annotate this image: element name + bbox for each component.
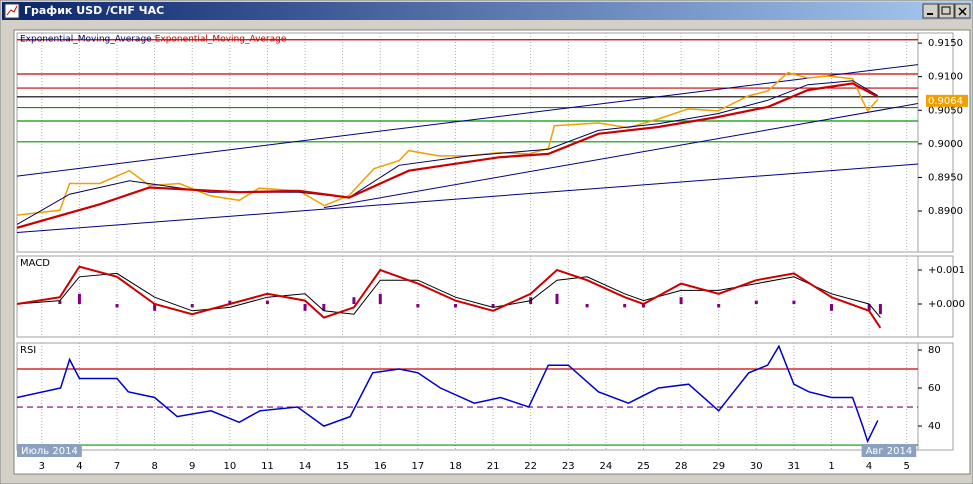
- y-tick-label: 0.9050: [928, 105, 963, 116]
- x-tick-label: 3: [39, 461, 45, 472]
- histogram-bar: [830, 303, 834, 311]
- x-tick-label: 1: [828, 461, 834, 472]
- y-tick-label: 0.9100: [928, 72, 963, 83]
- histogram-bar: [585, 303, 589, 308]
- maximize-glyph: [941, 6, 951, 15]
- minimize-button[interactable]: [922, 3, 939, 19]
- panel-title: RSI: [20, 345, 36, 356]
- y-tick-label: 0.8950: [928, 172, 963, 183]
- period-tag: [861, 444, 917, 457]
- x-tick-label: 28: [675, 461, 688, 472]
- last-price-label: 0.9064: [928, 96, 963, 107]
- legend-entry: Exponential_Moving_Average: [20, 35, 152, 45]
- panel-title: MACD: [20, 258, 50, 269]
- plot: [17, 343, 918, 450]
- x-tick-label: 25: [637, 461, 650, 472]
- window-buttons: [922, 3, 971, 19]
- histogram-bar: [453, 303, 457, 308]
- y-tick-label: 0.8900: [928, 206, 963, 217]
- last-price-tag: [926, 94, 968, 107]
- histogram-bar: [792, 300, 796, 304]
- x-tick-label: 8: [151, 461, 157, 472]
- x-tick-label: 17: [411, 461, 424, 472]
- x-tick-label: 4: [76, 461, 82, 472]
- maximize-button[interactable]: [938, 3, 955, 19]
- histogram-bar: [491, 303, 495, 308]
- x-tick-label: 24: [600, 461, 613, 472]
- histogram-bar: [878, 303, 882, 315]
- close-glyph: [958, 7, 967, 16]
- x-tick-label: 9: [189, 461, 195, 472]
- histogram-bar: [77, 293, 81, 304]
- histogram-bar: [378, 293, 382, 304]
- x-tick-label: 11: [261, 461, 274, 472]
- y-tick-label: 0.9000: [928, 139, 963, 150]
- trend-line: [323, 103, 918, 209]
- period-label: Авг 2014: [866, 446, 913, 457]
- histogram-bar: [555, 293, 559, 304]
- x-tick-label: 23: [562, 461, 575, 472]
- trend-line: [17, 163, 918, 234]
- series-line: [17, 344, 879, 444]
- x-tick-label: 18: [449, 461, 462, 472]
- y-tick-label: +0.000: [928, 299, 965, 310]
- plot: [17, 256, 908, 337]
- x-tick-label: 4: [866, 461, 872, 472]
- series-line: [17, 80, 879, 225]
- x-tick-label: 5: [904, 461, 910, 472]
- y-tick-label: 0.9150: [928, 38, 963, 49]
- y-tick-label: 60: [928, 383, 941, 394]
- histogram-bar: [190, 303, 194, 308]
- x-tick-label: 31: [788, 461, 801, 472]
- series-line: [17, 272, 881, 318]
- histogram-bar: [754, 300, 758, 304]
- x-tick-label: 30: [750, 461, 763, 472]
- trend-line: [17, 64, 918, 177]
- histogram-bar: [717, 303, 721, 308]
- histogram-bar: [153, 303, 157, 311]
- x-tick-label: 22: [524, 461, 537, 472]
- legend-entry: Exponential_Moving_Average: [155, 35, 287, 45]
- title-bar: [2, 2, 971, 20]
- histogram-bar: [679, 297, 683, 304]
- y-tick-label: 40: [928, 421, 941, 432]
- panel: [16, 255, 954, 338]
- panel: [16, 342, 954, 451]
- series-line: [17, 82, 879, 229]
- x-tick-label: 14: [299, 461, 312, 472]
- histogram-bar: [228, 300, 232, 304]
- app-icon-glyph: [6, 5, 18, 16]
- histogram-bar: [352, 297, 356, 304]
- x-tick-label: 21: [487, 461, 500, 472]
- period-tag: [17, 444, 82, 457]
- histogram-bar: [641, 303, 645, 308]
- histogram-bar: [265, 300, 269, 304]
- histogram-bar: [115, 303, 119, 308]
- y-tick-label: 80: [928, 345, 941, 356]
- y-tick-label: +0.001: [928, 265, 965, 276]
- x-tick-label: 7: [114, 461, 120, 472]
- window-title: График USD /CHF ЧАС: [24, 4, 164, 17]
- histogram-bar: [303, 303, 307, 311]
- histogram-bar: [623, 303, 627, 308]
- period-label: Июль 2014: [21, 446, 78, 457]
- histogram-bar: [58, 300, 62, 304]
- histogram-bar: [322, 303, 326, 311]
- x-tick-label: 15: [336, 461, 349, 472]
- histogram-bar: [867, 303, 871, 311]
- panel: [16, 32, 954, 253]
- histogram-bar: [416, 303, 420, 308]
- x-tick-label: 16: [374, 461, 387, 472]
- series-line: [17, 265, 882, 329]
- plot: [17, 33, 918, 252]
- x-tick-label: 29: [712, 461, 725, 472]
- x-tick-label: 10: [223, 461, 236, 472]
